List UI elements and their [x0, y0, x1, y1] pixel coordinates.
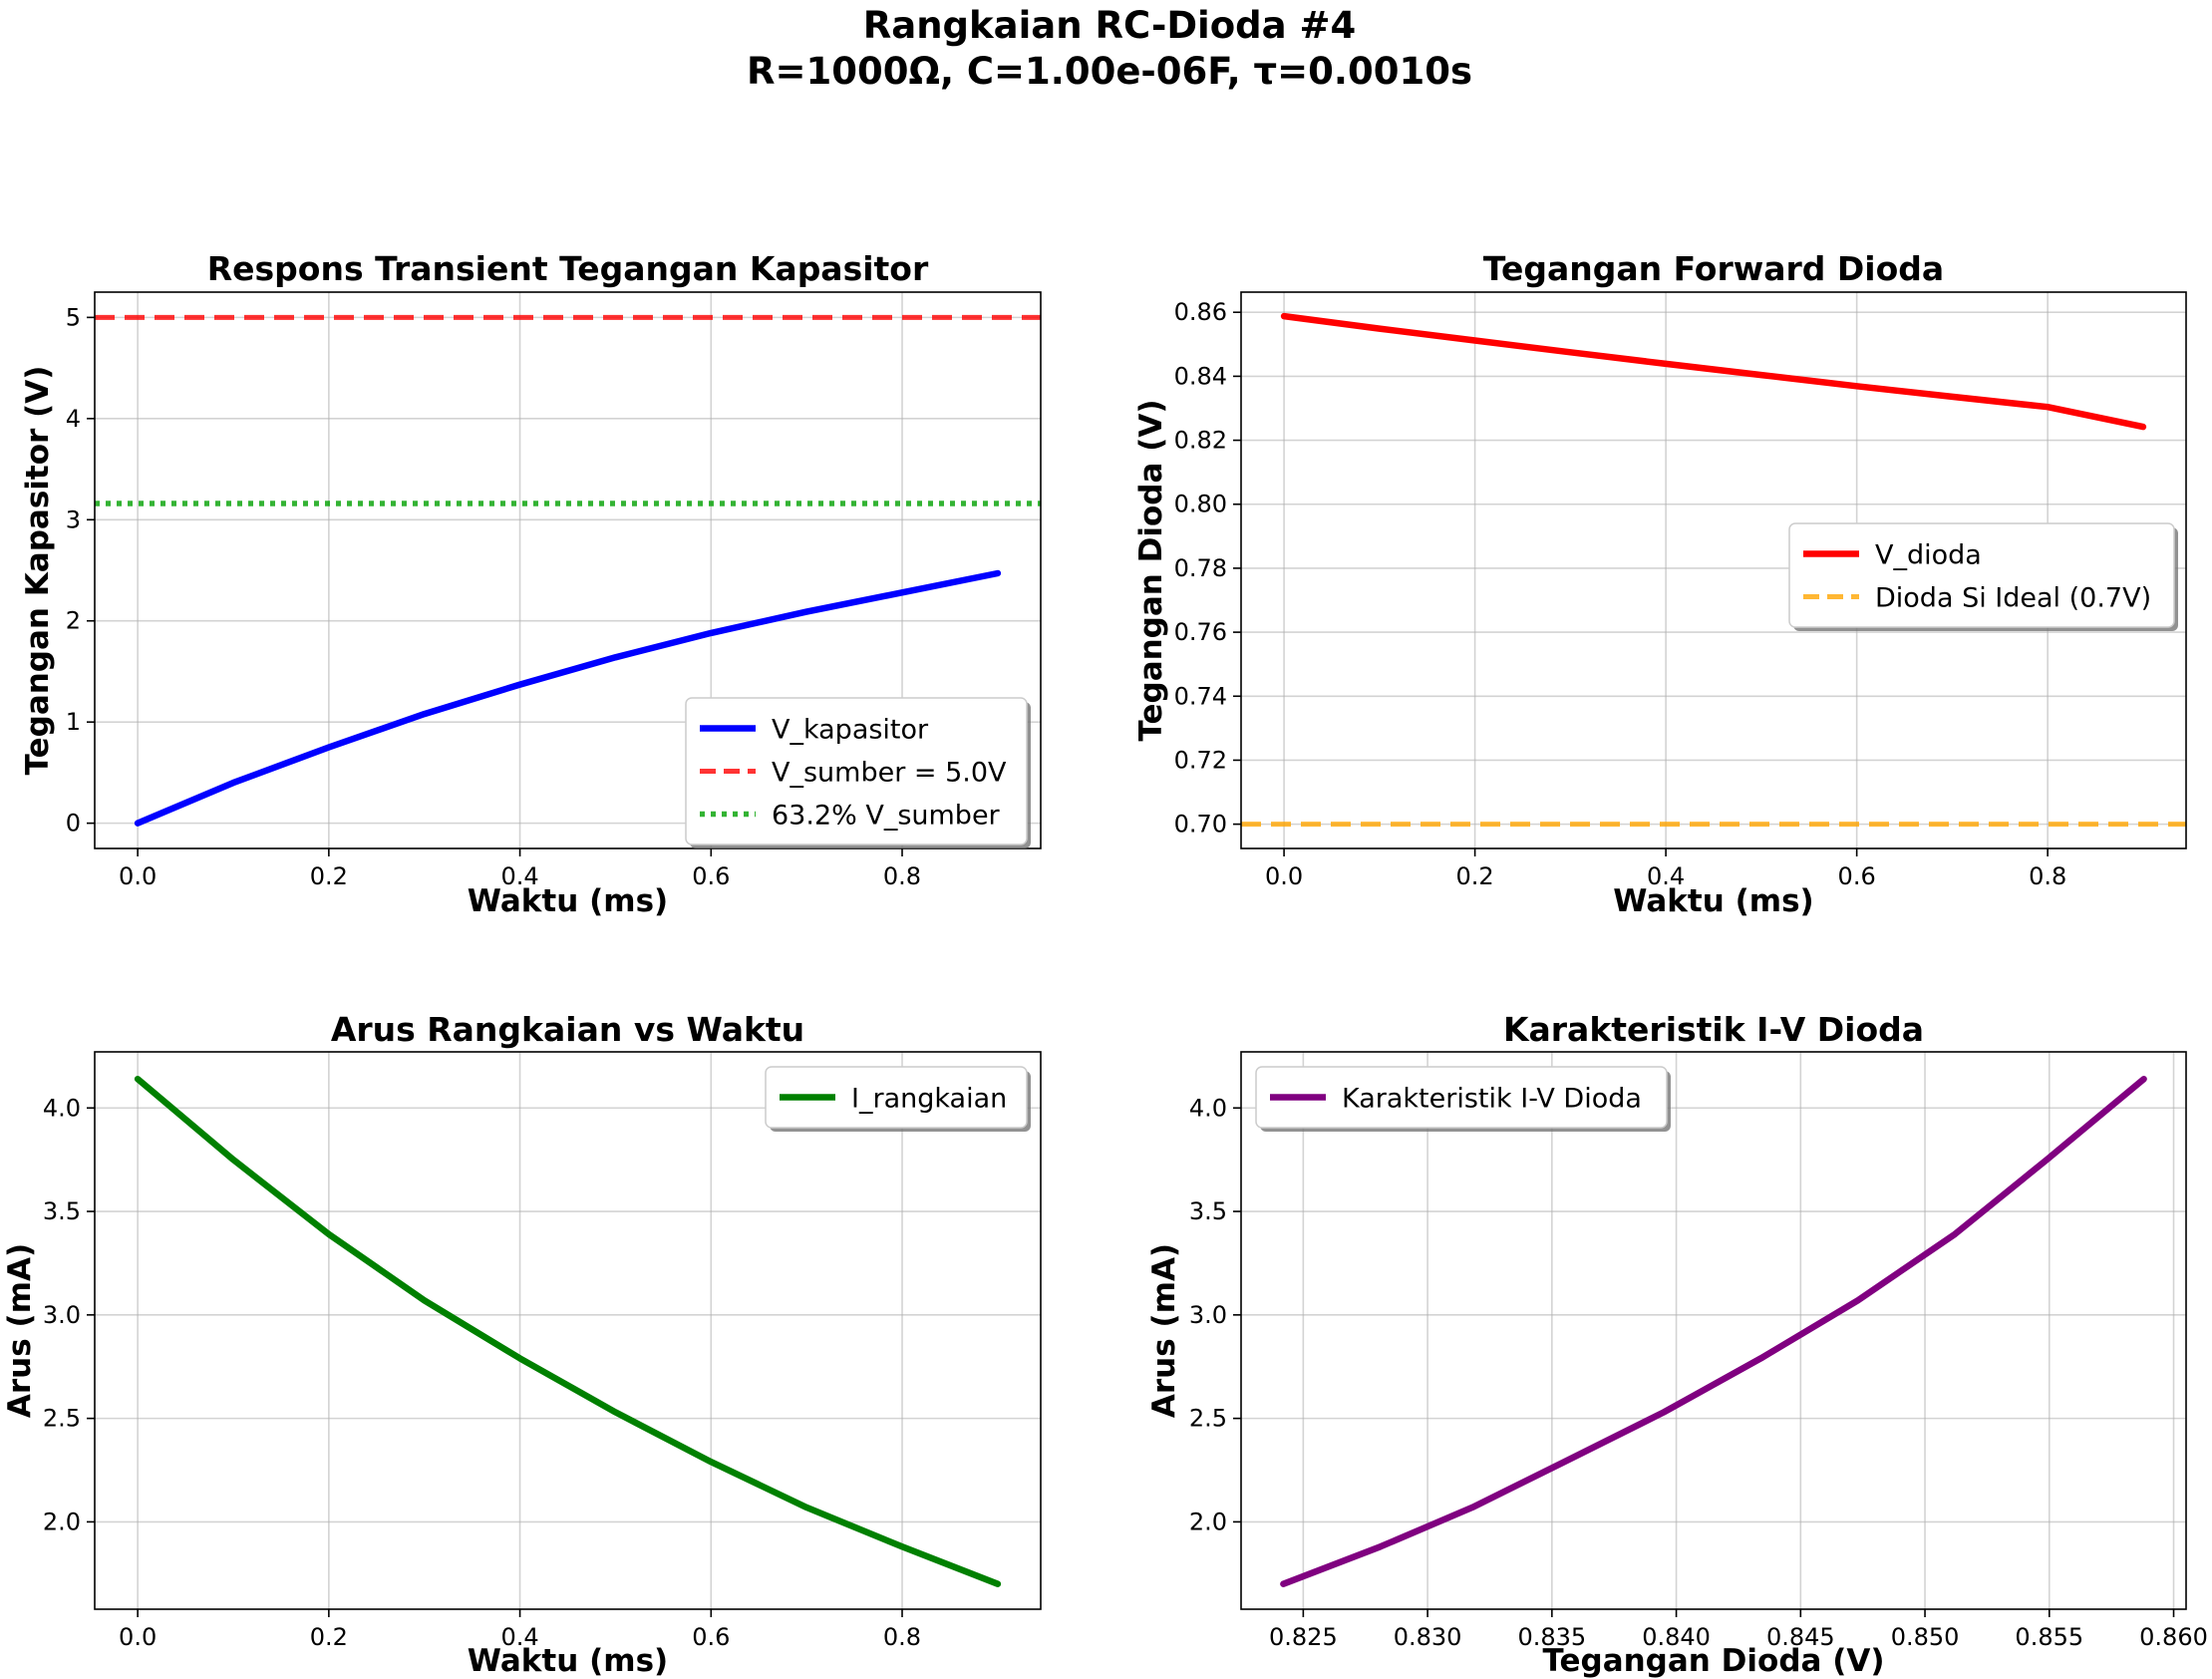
plot-frame	[94, 1051, 1042, 1610]
chart-panel-4: 0.825 0.830 0.835 0.840 0.845 0.850 0.855 0.860…	[1146, 1010, 2208, 1679]
y-tick-label: 2.5	[1189, 1405, 1227, 1433]
plot-frame	[1240, 291, 2187, 849]
figure-title-line2: R=1000Ω, C=1.00e-06F, τ=0.0010s	[747, 50, 1472, 93]
x-tick-label: 0.0	[119, 1623, 157, 1651]
x-tick-label: 0.0	[1265, 862, 1303, 890]
series-line-1	[1280, 312, 2147, 431]
figure-title-line1: Rangkaian RC-Dioda #4	[863, 4, 1356, 47]
series-line-1	[134, 1075, 1002, 1587]
y-tick-label: 0.82	[1174, 427, 1227, 455]
x-tick-label: 0.2	[310, 862, 348, 890]
x-tick-label: 0.6	[692, 1623, 730, 1651]
y-tick-label: 0.80	[1174, 491, 1227, 518]
legend-label: V_sumber = 5.0V	[772, 758, 1007, 789]
legend-label: Karakteristik I-V Dioda	[1342, 1084, 1642, 1115]
x-tick-label: 0.0	[119, 862, 157, 890]
y-tick-label: 2.0	[1189, 1508, 1227, 1535]
y-tick-label: 0.78	[1174, 554, 1227, 582]
legend-box	[765, 1066, 1028, 1129]
plot-frame	[94, 291, 1042, 849]
chart-panel-1: 0.0 0.2 0.4 0.6 0.8 0 1 2 3 4 5 Respons Transient T…	[20, 249, 1042, 919]
x-tick-label: 0.4	[500, 862, 538, 890]
x-tick-label: 0.835	[1517, 1623, 1586, 1651]
x-tick-label: 0.8	[883, 862, 921, 890]
x-tick-label: 0.840	[1642, 1623, 1711, 1651]
x-tick-label: 0.845	[1766, 1623, 1835, 1651]
y-tick-label: 2	[66, 607, 81, 635]
x-tick-label: 0.4	[1647, 862, 1685, 890]
y-tick-label: 0	[66, 810, 81, 838]
x-tick-label: 0.8	[2029, 862, 2066, 890]
legend: V_kapasitor V_sumber = 5.0V 63.2% V_sumber	[685, 697, 1031, 848]
legend-label: Dioda Si Ideal (0.7V)	[1875, 583, 2151, 614]
chart-title: Karakteristik I-V Dioda	[1503, 1010, 1924, 1049]
chart-title: Respons Transient Tegangan Kapasitor	[207, 249, 929, 288]
legend: Karakteristik I-V Dioda	[1255, 1066, 1671, 1132]
x-tick-label: 0.6	[1838, 862, 1876, 890]
x-tick-label: 0.830	[1394, 1623, 1462, 1651]
legend-box	[1255, 1066, 1668, 1129]
legend: V_dioda Dioda Si Ideal (0.7V)	[1788, 522, 2178, 631]
y-tick-label: 2.0	[43, 1508, 81, 1535]
x-tick-label: 0.6	[692, 862, 730, 890]
x-tick-label: 0.825	[1269, 1623, 1338, 1651]
chart-panel-3: 0.0 0.2 0.4 0.6 0.8 2.0 2.5 3.0 3.5 4.0 Arus Rangk…	[2, 1010, 1042, 1679]
y-tick-label: 5	[66, 303, 81, 331]
y-tick-label: 3.5	[43, 1197, 81, 1225]
chart-title: Tegangan Forward Dioda	[1483, 249, 1944, 288]
y-tick-label: 1	[66, 708, 81, 736]
legend-label: I_rangkaian	[851, 1084, 1007, 1115]
y-tick-label: 3	[66, 505, 81, 533]
y-tick-label: 3.0	[1189, 1301, 1227, 1329]
x-axis-label: Waktu (ms)	[1613, 883, 1813, 919]
series-line-1	[134, 569, 1002, 827]
legend-label: V_dioda	[1875, 540, 1982, 571]
x-tick-label: 0.850	[1891, 1623, 1960, 1651]
x-tick-label: 0.2	[310, 1623, 348, 1651]
y-axis-label: Arus (mA)	[1146, 1243, 1182, 1418]
x-tick-label: 0.4	[500, 1623, 538, 1651]
y-tick-label: 0.86	[1174, 298, 1227, 326]
y-tick-label: 0.74	[1174, 682, 1227, 710]
legend-box	[1788, 522, 2175, 628]
x-axis-label: Waktu (ms)	[468, 883, 668, 919]
x-tick-label: 0.2	[1456, 862, 1494, 890]
x-axis-label: Waktu (ms)	[468, 1643, 668, 1679]
x-axis-label: Tegangan Dioda (V)	[1542, 1643, 1884, 1679]
x-tick-label: 0.855	[2015, 1623, 2083, 1651]
legend-label: 63.2% V_sumber	[772, 801, 1001, 832]
y-tick-label: 3.5	[1189, 1197, 1227, 1225]
y-axis-label: Tegangan Kapasitor (V)	[20, 366, 56, 776]
y-tick-label: 0.72	[1174, 746, 1227, 774]
chart-title: Arus Rangkaian vs Waktu	[331, 1010, 804, 1049]
legend-label: V_kapasitor	[772, 715, 929, 746]
legend: I_rangkaian	[765, 1066, 1031, 1132]
series-line-1	[1280, 1075, 2147, 1587]
x-tick-label: 0.860	[2139, 1623, 2208, 1651]
y-tick-label: 0.70	[1174, 811, 1227, 839]
y-tick-label: 2.5	[43, 1405, 81, 1433]
y-tick-label: 4	[66, 405, 81, 433]
y-tick-label: 3.0	[43, 1301, 81, 1329]
y-axis-label: Arus (mA)	[2, 1243, 38, 1418]
plot-frame	[1240, 1051, 2187, 1610]
y-tick-label: 4.0	[1189, 1094, 1227, 1122]
y-tick-label: 4.0	[43, 1094, 81, 1122]
y-tick-label: 0.84	[1174, 362, 1227, 390]
x-tick-label: 0.8	[883, 1623, 921, 1651]
legend-box	[685, 697, 1028, 845]
y-axis-label: Tegangan Dioda (V)	[1133, 399, 1169, 741]
y-tick-label: 0.76	[1174, 618, 1227, 646]
chart-panel-2: 0.0 0.2 0.4 0.6 0.8 0.70 0.72 0.74 0.76 0.78 0.80 0…	[1133, 249, 2187, 919]
